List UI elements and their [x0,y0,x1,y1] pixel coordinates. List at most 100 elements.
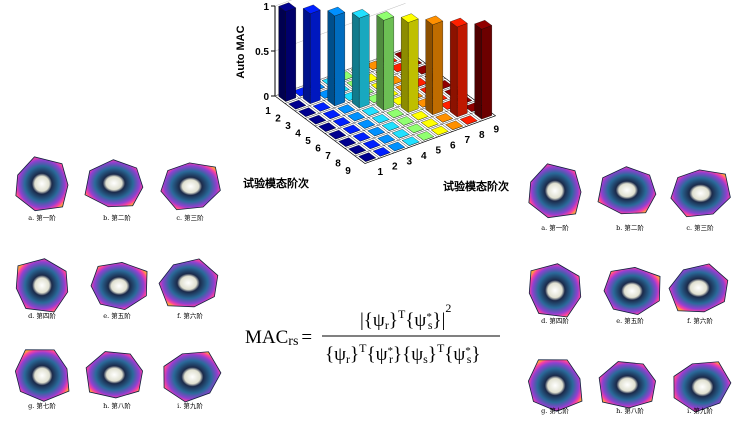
bar [318,122,337,132]
bar-top [425,15,444,25]
bar-top [362,139,381,149]
bar-side [352,12,360,109]
bar-top [391,129,410,139]
caption: e. 第五阶 [616,316,644,325]
bar [396,116,415,126]
mode-shape [15,258,69,313]
mode-shape [673,361,732,413]
bar [376,11,395,111]
caption: f. 第六阶 [687,316,713,325]
caption: b. 第二阶 [103,213,131,222]
numerator: |{ψr}T{ψ* s}|2 [360,301,451,332]
bar [387,141,406,152]
seg: } [389,310,398,331]
formula: MACrs = |{ψr}T{ψ* s}|2 {ψr}T{ψ* r}{ψs}T{ψ* s… [245,301,500,366]
bar [328,129,347,140]
bar-side [327,10,335,107]
bar-top [406,123,425,134]
caption: g. 第七阶 [541,406,569,415]
bar-side [425,19,433,116]
bar-top [386,108,405,119]
col-tick-label: 2 [392,162,398,173]
mode-shape [85,351,143,399]
bar [416,131,435,141]
bar [302,4,321,105]
mode-shape [163,351,222,403]
bar-top [347,111,366,122]
seg: s [467,352,472,366]
bar-front [408,18,419,113]
bar-top [361,106,380,116]
seg: s [423,352,428,366]
bar-front [310,9,321,104]
row-tick-label: 7 [325,151,331,162]
seg: }| [432,310,445,331]
bar [435,113,454,123]
floor-grid [354,108,486,157]
seg: T [437,341,445,355]
floor-grid [274,95,366,164]
caption: d. 第四阶 [541,316,569,325]
bar-top [401,136,420,146]
row-tick-label: 9 [345,166,351,177]
bar-top [459,115,478,125]
bar-top [474,20,493,30]
bar-top [337,104,356,114]
seg: |{ψ [360,310,385,331]
bar [401,136,420,146]
bar [381,121,400,131]
bar-top [342,124,361,134]
row-tick-label: 1 [265,106,271,117]
bar-top [332,117,351,127]
row-tick-label: 4 [295,128,301,139]
bar [288,99,307,110]
bar-top [302,4,321,14]
seg: * [388,345,394,357]
bar [322,109,341,119]
bar [312,102,331,112]
bar [406,123,425,134]
mode-shape [603,267,661,316]
caption: e. 第五阶 [103,311,131,320]
seg: s [428,318,433,332]
bar-top [367,126,386,137]
bar [351,9,370,109]
bar-top [430,125,449,136]
bar [347,111,366,122]
bar-top [312,102,331,112]
bar [445,120,464,130]
bar-top [358,152,377,162]
row-tick-label: 2 [275,113,281,124]
z-tick-label: 1 [263,2,269,13]
caption: a. 第一阶 [541,223,569,232]
bar-front [457,23,468,118]
bar-top [435,113,454,123]
bar-side [450,21,458,118]
seg: * [465,345,471,357]
mode-shape [90,262,148,311]
caption: d. 第四阶 [28,311,56,320]
bar-top [357,119,376,129]
mode-shape [160,162,221,211]
floor-grid [334,93,466,142]
denominator: {ψr}T{ψ* r}{ψs}T{ψ* s} [325,341,481,366]
row-axis-label: 试验模态阶次 [243,176,309,190]
seg: r [346,352,350,366]
bar-top [348,144,367,155]
bar-top [381,121,400,131]
bar [377,134,396,144]
bar-top [288,99,307,110]
bar [348,144,367,155]
mode-shape [597,166,657,215]
mode-shape [15,156,69,212]
col-tick-label: 8 [479,130,485,141]
bar-top [372,147,391,157]
col-tick-label: 6 [450,140,456,151]
bar [342,124,361,134]
bar-top [322,109,341,119]
caption: i. 第九阶 [687,406,713,415]
formula-lhs: MACrs = [245,327,312,349]
bar [400,13,419,113]
bar [371,114,390,124]
bar-front [383,16,394,111]
